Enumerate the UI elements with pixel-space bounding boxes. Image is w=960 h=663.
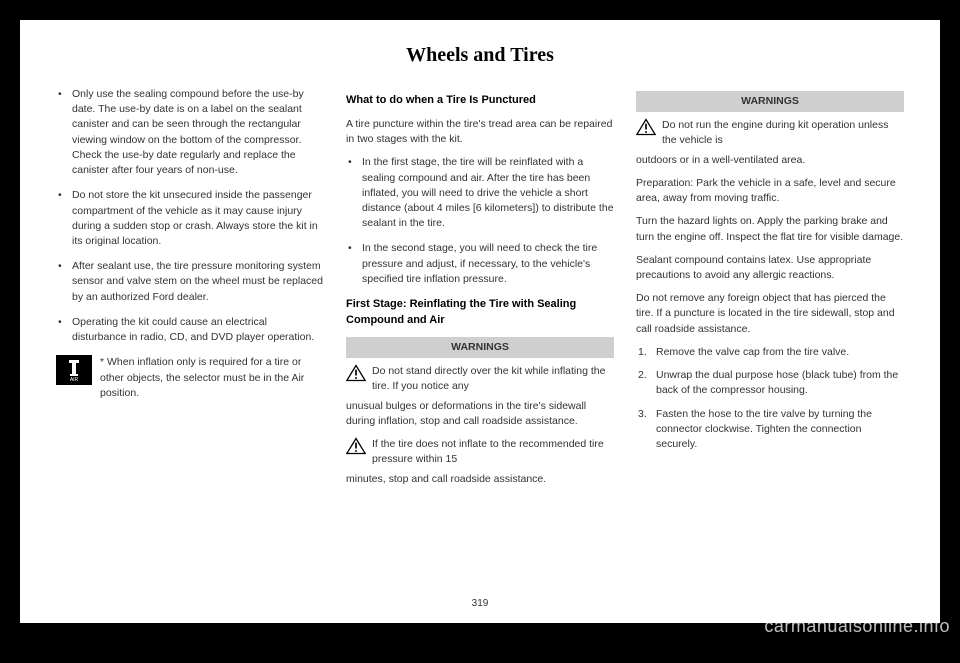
warnings-header: WARNINGS [346,337,614,358]
bullet-item: After sealant use, the tire pressure mon… [56,259,324,305]
column-2: What to do when a Tire Is Punctured A ti… [346,87,614,495]
warning-text: Do not stand directly over the kit while… [372,364,614,394]
punctured-intro: A tire puncture within the tire's tread … [346,117,614,147]
latex-warning-text: Sealant compound contains latex. Use app… [636,253,904,283]
warning-triangle-icon [346,364,366,382]
content-columns: Only use the sealing compound before the… [56,87,904,495]
warning-triangle-icon [636,118,656,136]
hazard-lights-text: Turn the hazard lights on. Apply the par… [636,214,904,244]
air-icon-label: AIR [70,377,79,382]
column-3: WARNINGS Do not run the engine during ki… [636,87,904,495]
page-number: 319 [20,598,940,609]
bullet-item: In the second stage, you will need to ch… [346,241,614,287]
bullet-item: In the first stage, the tire will be rei… [346,155,614,231]
procedure-steps: Remove the valve cap from the tire valve… [636,345,904,452]
step-item: Unwrap the dual purpose hose (black tube… [636,368,904,398]
air-icon: AIR [56,355,92,385]
warnings-header: WARNINGS [636,91,904,112]
warning-continuation: unusual bulges or deformations in the ti… [346,399,614,429]
bullet-item: Only use the sealing compound before the… [56,87,324,178]
column-1: Only use the sealing compound before the… [56,87,324,495]
warning-block: Do not run the engine during kit operati… [636,118,904,148]
warning-text: Do not run the engine during kit operati… [662,118,904,148]
step-item: Fasten the hose to the tire valve by tur… [636,407,904,453]
warning-text: If the tire does not inflate to the reco… [372,437,614,467]
watermark: carmanualsonline.info [764,616,950,637]
warning-block: If the tire does not inflate to the reco… [346,437,614,467]
punctured-heading: What to do when a Tire Is Punctured [346,93,614,109]
preparation-text: Preparation: Park the vehicle in a safe,… [636,176,904,206]
warning-block: Do not stand directly over the kit while… [346,364,614,394]
step-item: Remove the valve cap from the tire valve… [636,345,904,360]
chapter-title: Wheels and Tires [56,44,904,67]
stage-bullets: In the first stage, the tire will be rei… [346,155,614,287]
first-stage-heading: First Stage: Reinflating the Tire with S… [346,297,614,329]
foreign-object-text: Do not remove any foreign object that ha… [636,291,904,337]
bullet-item: Do not store the kit unsecured inside th… [56,188,324,249]
warning-continuation: minutes, stop and call roadside assistan… [346,472,614,487]
air-position-note: AIR * When inflation only is required fo… [56,355,324,401]
usage-bullets: Only use the sealing compound before the… [56,87,324,345]
warning-triangle-icon [346,437,366,455]
warning-continuation: outdoors or in a well-ventilated area. [636,153,904,168]
air-note-text: * When inflation only is required for a … [100,355,324,401]
bullet-item: Operating the kit could cause an electri… [56,315,324,345]
manual-page: Wheels and Tires Only use the sealing co… [20,20,940,623]
